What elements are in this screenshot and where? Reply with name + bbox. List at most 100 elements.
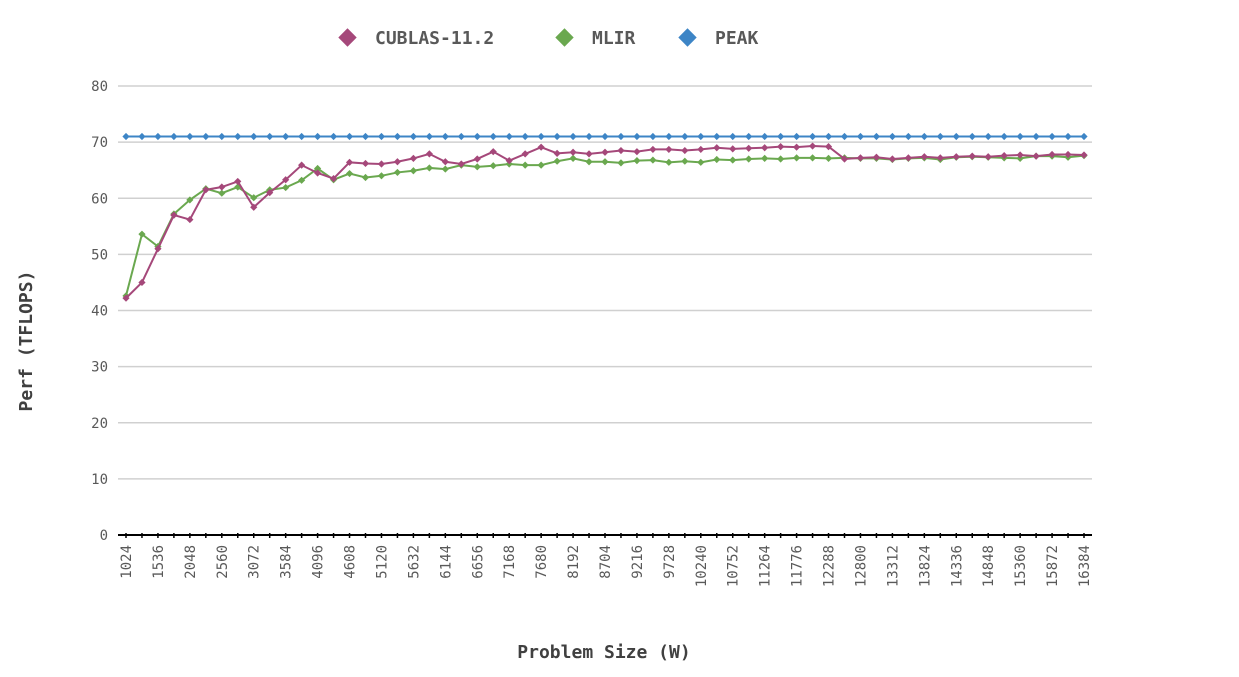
data-point-cublas-11-2 [154,245,162,253]
series-line-mlir [125,154,1085,297]
data-point-mlir [553,157,561,165]
y-tick-label: 40 [91,304,108,320]
data-point-peak [473,132,481,141]
data-point-mlir [808,154,817,162]
x-tick-label: 11264 [758,545,774,587]
data-point-cublas-11-2 [649,145,657,154]
data-point-peak [393,132,402,141]
data-point-cublas-11-2 [441,158,449,166]
data-point-cublas-11-2 [585,150,593,158]
data-point-cublas-11-2 [473,155,481,163]
data-point-peak [441,132,449,141]
data-point-peak [808,132,817,141]
x-tick-label: 13824 [917,545,933,587]
data-point-peak [984,132,992,141]
x-tick-label: 4096 [311,545,327,579]
data-point-cublas-11-2 [345,158,354,166]
data-point-mlir [489,162,497,170]
data-point-cublas-11-2 [329,175,338,183]
y-tick-label: 20 [91,416,108,432]
data-point-cublas-11-2 [1080,151,1088,159]
data-point-cublas-11-2 [409,154,417,163]
data-point-cublas-11-2 [1032,152,1040,160]
data-point-cublas-11-2 [569,148,577,156]
data-point-peak [266,132,274,141]
data-point-cublas-11-2 [218,183,226,191]
data-point-mlir [473,163,481,171]
x-tick-label: 12800 [853,545,869,587]
data-point-cublas-11-2 [361,159,370,168]
data-point-cublas-11-2 [904,154,912,162]
data-point-mlir [824,154,833,163]
x-tick-label: 14848 [981,545,997,587]
data-point-cublas-11-2 [888,155,896,163]
data-point-cublas-11-2 [377,160,386,168]
data-point-mlir [793,154,801,162]
data-point-peak [569,132,577,141]
data-point-peak [888,132,896,141]
data-point-cublas-11-2 [840,155,849,163]
x-tick-label: 16384 [1077,545,1093,587]
data-point-peak [1064,132,1072,141]
data-point-peak [505,132,513,141]
x-tick-label: 5632 [406,545,422,579]
legend-entry-peak: PEAK [678,28,759,49]
data-point-mlir [218,189,226,197]
data-point-mlir [393,168,402,177]
data-point-mlir [585,158,593,166]
y-tick-label: 50 [91,247,108,263]
data-point-peak [377,132,386,141]
data-point-cublas-11-2 [777,143,785,151]
data-point-cublas-11-2 [984,153,992,161]
data-point-mlir [777,155,785,163]
data-point-mlir [681,157,689,165]
data-point-mlir [569,154,577,163]
data-point-cublas-11-2 [713,144,721,152]
data-point-mlir [729,156,737,164]
data-point-peak [665,132,673,141]
data-point-cublas-11-2 [425,150,433,158]
x-tick-label: 1024 [119,545,135,579]
series-peak [122,132,1088,141]
data-point-mlir [617,159,625,167]
data-point-cublas-11-2 [920,153,928,161]
data-point-peak [585,132,593,141]
gridlines [118,85,1092,480]
data-point-peak [521,132,529,141]
data-point-cublas-11-2 [1000,151,1008,160]
data-point-cublas-11-2 [952,153,960,161]
data-point-peak [793,132,801,141]
data-point-peak [489,132,497,141]
data-point-peak [649,132,657,141]
data-point-peak [1016,132,1024,141]
data-point-cublas-11-2 [665,145,673,154]
data-point-peak [617,132,625,141]
data-point-cublas-11-2 [250,203,258,211]
data-point-cublas-11-2 [489,148,497,156]
data-point-peak [234,132,242,141]
data-point-mlir [138,230,146,238]
x-tick-label: 6656 [470,545,486,579]
data-point-peak [840,132,849,141]
data-point-peak [601,132,609,141]
data-point-cublas-11-2 [761,144,769,152]
data-point-peak [314,132,322,141]
x-tick-label: 10752 [726,545,742,587]
data-point-mlir [314,164,322,173]
x-tick-label: 4608 [343,545,359,579]
data-point-cublas-11-2 [537,143,545,151]
data-point-mlir [745,155,753,163]
data-point-peak [457,132,465,141]
data-point-cublas-11-2 [1016,151,1024,159]
data-point-peak [218,132,226,141]
x-tick-label: 3072 [247,545,263,579]
data-point-mlir [409,167,417,175]
x-tick-label: 15360 [1013,545,1029,587]
data-point-peak [697,132,705,141]
series-line-cublas-11-2 [125,145,1085,299]
data-point-peak [681,132,689,141]
data-point-peak [202,132,210,141]
data-point-peak [856,132,865,141]
data-point-peak [138,132,146,141]
